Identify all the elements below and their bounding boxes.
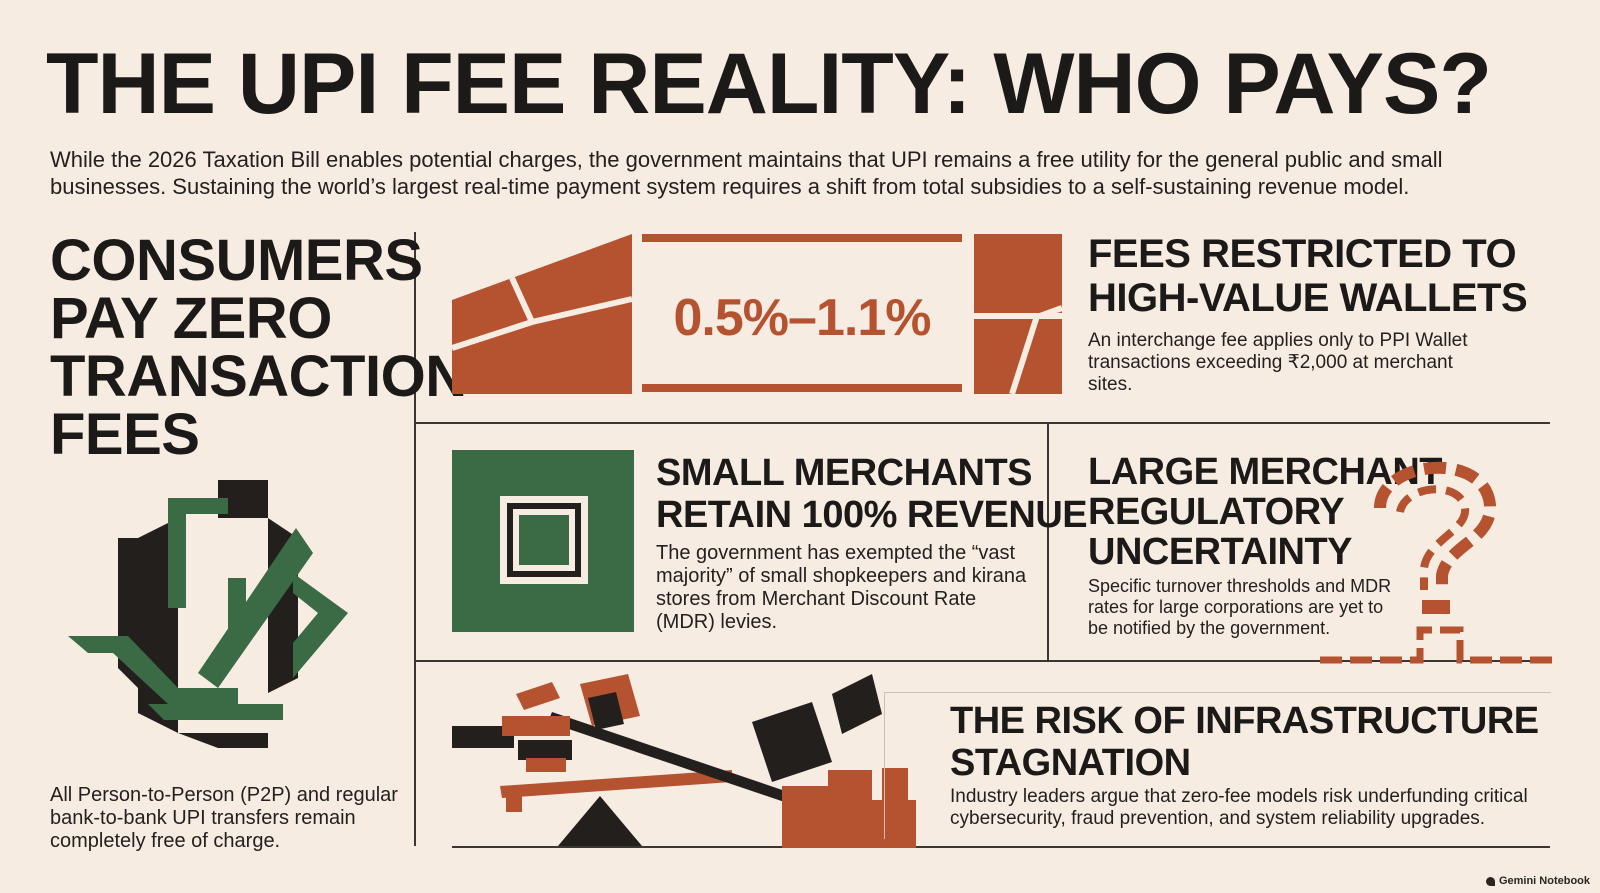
consumers-heading-line: CONSUMERS bbox=[50, 228, 423, 293]
seesaw-balance-icon bbox=[452, 674, 916, 848]
bottom-rule bbox=[452, 846, 1550, 848]
row-divider-1 bbox=[414, 422, 1550, 424]
small-merchants-heading-line: RETAIN 100% REVENUE bbox=[656, 494, 1088, 536]
column-divider bbox=[414, 232, 416, 846]
small-merchants-heading: SMALL MERCHANTS RETAIN 100% REVENUE bbox=[656, 452, 1088, 536]
consumers-heading-line: FEES bbox=[50, 402, 200, 467]
square-frame-icon bbox=[452, 450, 634, 632]
consumers-heading-line: TRANSACTION bbox=[50, 344, 467, 409]
page-title: THE UPI FEE REALITY: WHO PAYS? bbox=[46, 36, 1492, 132]
question-mark-icon bbox=[1320, 461, 1552, 664]
fee-range-value: 0.5%–1.1% bbox=[673, 289, 932, 347]
large-merchants-body: Specific turnover thresholds and MDR rat… bbox=[1088, 576, 1392, 638]
watermark-text: Gemini Notebook bbox=[1498, 875, 1590, 887]
row-divider-2 bbox=[414, 660, 1550, 662]
fee-ramp-icon bbox=[452, 234, 1062, 395]
infrastructure-body: Industry leaders argue that zero-fee mod… bbox=[950, 786, 1528, 829]
large-merchants-heading: LARGE MERCHANT REGULATORY UNCERTAINTY bbox=[1088, 452, 1442, 572]
small-merchants-heading-line: SMALL MERCHANTS bbox=[656, 452, 1033, 494]
infrastructure-heading-line: THE RISK OF INFRASTRUCTURE bbox=[950, 700, 1539, 742]
intro-paragraph: While the 2026 Taxation Bill enables pot… bbox=[50, 147, 1443, 199]
consumers-heading-line: PAY ZERO bbox=[50, 286, 332, 351]
wallets-heading-line: FEES RESTRICTED TO bbox=[1088, 232, 1517, 276]
wallets-heading: FEES RESTRICTED TO HIGH-VALUE WALLETS bbox=[1088, 232, 1528, 320]
transfer-arrows-icon bbox=[68, 480, 348, 748]
wallets-heading-line: HIGH-VALUE WALLETS bbox=[1088, 276, 1528, 320]
infrastructure-panel bbox=[884, 692, 1551, 839]
small-merchants-body: The government has exempted the “vast ma… bbox=[656, 542, 1027, 633]
watermark: Gemini Notebook bbox=[1485, 875, 1590, 887]
cell-divider bbox=[1047, 422, 1049, 660]
infrastructure-heading: THE RISK OF INFRASTRUCTURE STAGNATION bbox=[950, 700, 1539, 784]
consumers-heading: CONSUMERS PAY ZERO TRANSACTION FEES bbox=[50, 232, 467, 464]
wallets-body: An interchange fee applies only to PPI W… bbox=[1088, 330, 1468, 395]
gemini-logo-icon bbox=[1485, 876, 1495, 886]
large-merchants-heading-line: UNCERTAINTY bbox=[1088, 531, 1353, 573]
consumers-body: All Person-to-Person (P2P) and regular b… bbox=[50, 784, 398, 852]
infrastructure-heading-line: STAGNATION bbox=[950, 742, 1191, 784]
large-merchants-heading-line: REGULATORY bbox=[1088, 491, 1345, 533]
